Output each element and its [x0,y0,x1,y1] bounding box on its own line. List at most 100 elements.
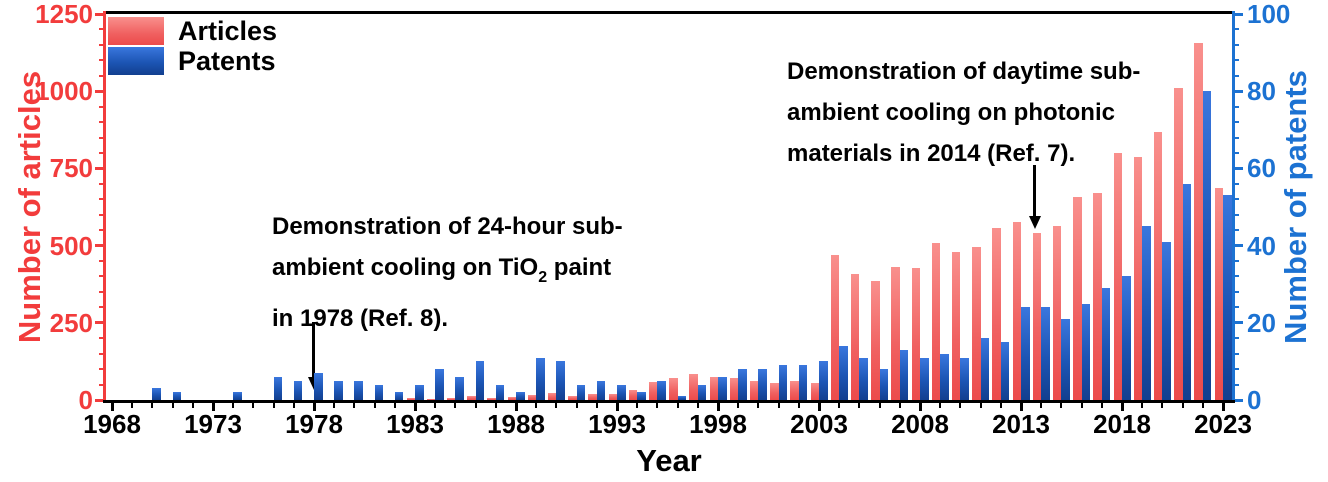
x-tick-1972 [191,403,194,408]
y-left-tick-300 [99,306,103,309]
legend-label-patents: Patents [178,45,276,76]
bar-articles-2004 [830,255,840,400]
x-tick-2005 [858,403,861,408]
x-tick-2021 [1181,403,1184,408]
bar-articles-1986 [467,396,476,400]
bar-patents-1991 [576,384,586,400]
x-tick-1985 [454,403,457,408]
bar-patents-2002 [798,365,808,400]
y-left-tick-label-1250: 1250 [35,0,93,29]
bar-patents-1994 [637,392,646,400]
x-tick-2014 [1040,403,1043,408]
y-left-tick-1100 [99,59,103,62]
bar-patents-2007 [899,349,909,400]
y-right-tick-20 [1235,321,1243,325]
annotation-2014-line3: materials in 2014 (Ref. 7). [787,140,1076,167]
x-tick-2013 [1019,403,1023,411]
x-tick-2008 [918,403,922,411]
y-right-tick-16 [1235,337,1239,340]
y-right-tick-24 [1235,306,1239,309]
bar-articles-2014 [1032,233,1042,400]
x-tick-label-2023: 2023 [1194,409,1252,439]
bar-articles-2023 [1214,188,1223,400]
annotation-arrowhead-2014 [1029,216,1041,229]
x-tick-1974 [232,403,235,408]
x-tick-label-1978: 1978 [285,409,343,439]
x-tick-label-2003: 2003 [790,409,848,439]
y-right-tick-48 [1235,213,1239,216]
x-tick-2007 [898,403,901,408]
bar-articles-1993 [608,393,617,400]
bar-patents-2005 [859,357,868,400]
bar-patents-2018 [1122,276,1131,400]
x-tick-2001 [777,403,780,408]
bar-articles-1984 [426,398,436,400]
bar-patents-1971 [172,392,182,400]
bar-articles-2017 [1093,193,1102,400]
bar-patents-2015 [1061,318,1070,400]
bar-patents-1986 [475,361,485,400]
x-tick-label-1988: 1988 [487,409,545,439]
bar-articles-2006 [871,280,880,400]
x-tick-1983 [413,403,417,411]
annotation-1978-line3: in 1978 (Ref. 8). [272,305,449,332]
x-tick-1986 [474,403,477,408]
bar-patents-2004 [839,345,848,400]
y-left-tick-400 [99,275,103,278]
y-right-tick-60 [1235,166,1243,170]
x-tick-1991 [575,403,578,408]
y-right-tick-80 [1235,89,1243,93]
bar-patents-2017 [1101,288,1111,400]
bar-patents-1997 [697,384,707,400]
y-left-tick-700 [99,182,103,185]
x-tick-2002 [797,403,800,408]
y-axis-right-line [1232,11,1235,403]
y-right-tick-88 [1235,59,1239,62]
x-tick-2022 [1201,403,1204,408]
annotation-1978-line2: ambient cooling on TiO2 paint [272,254,612,286]
legend-swatch-articles [108,17,164,45]
bar-articles-2001 [770,382,779,400]
bar-patents-1992 [596,380,606,400]
y-left-tick-650 [99,198,103,201]
bar-patents-1982 [394,392,404,400]
x-tick-label-1973: 1973 [184,409,242,439]
y-left-tick-500 [95,244,103,248]
x-tick-2012 [999,403,1002,408]
bar-articles-1985 [446,398,456,400]
y-left-tick-label-250: 250 [49,307,93,338]
bar-patents-1974 [233,392,242,400]
y-left-tick-450 [99,260,103,263]
bar-patents-1996 [677,396,687,400]
bar-articles-1983 [406,397,415,400]
bar-articles-2010 [951,252,961,400]
x-tick-2017 [1100,403,1103,408]
bar-articles-2015 [1052,226,1062,400]
bar-patents-1988 [516,392,525,400]
x-tick-1988 [514,403,518,411]
legend: Articles Patents [108,16,277,76]
bar-patents-1979 [334,380,343,400]
y-right-tick-label-80: 80 [1247,76,1276,107]
y-right-tick-68 [1235,136,1239,139]
y-right-tick-label-60: 60 [1247,153,1276,184]
bar-articles-2009 [931,242,941,400]
bar-articles-2011 [972,247,981,400]
x-tick-2006 [878,403,881,408]
x-tick-label-1993: 1993 [588,409,646,439]
x-tick-1975 [252,403,255,408]
x-tick-1971 [171,403,174,408]
y-left-tick-0 [95,398,103,402]
plot-frame-top [103,11,1235,14]
y-left-tick-1200 [99,28,103,31]
bar-patents-2020 [1162,241,1171,400]
x-tick-1968 [110,403,114,411]
bar-articles-1991 [568,395,577,400]
y-right-tick-28 [1235,290,1239,293]
y-left-tick-800 [99,151,103,154]
x-tick-1989 [535,403,538,408]
x-tick-2019 [1141,403,1144,408]
y-right-tick-84 [1235,74,1239,77]
annotation-1978-line1: Demonstration of 24-hour sub- [272,213,623,240]
bar-articles-1992 [588,393,597,400]
